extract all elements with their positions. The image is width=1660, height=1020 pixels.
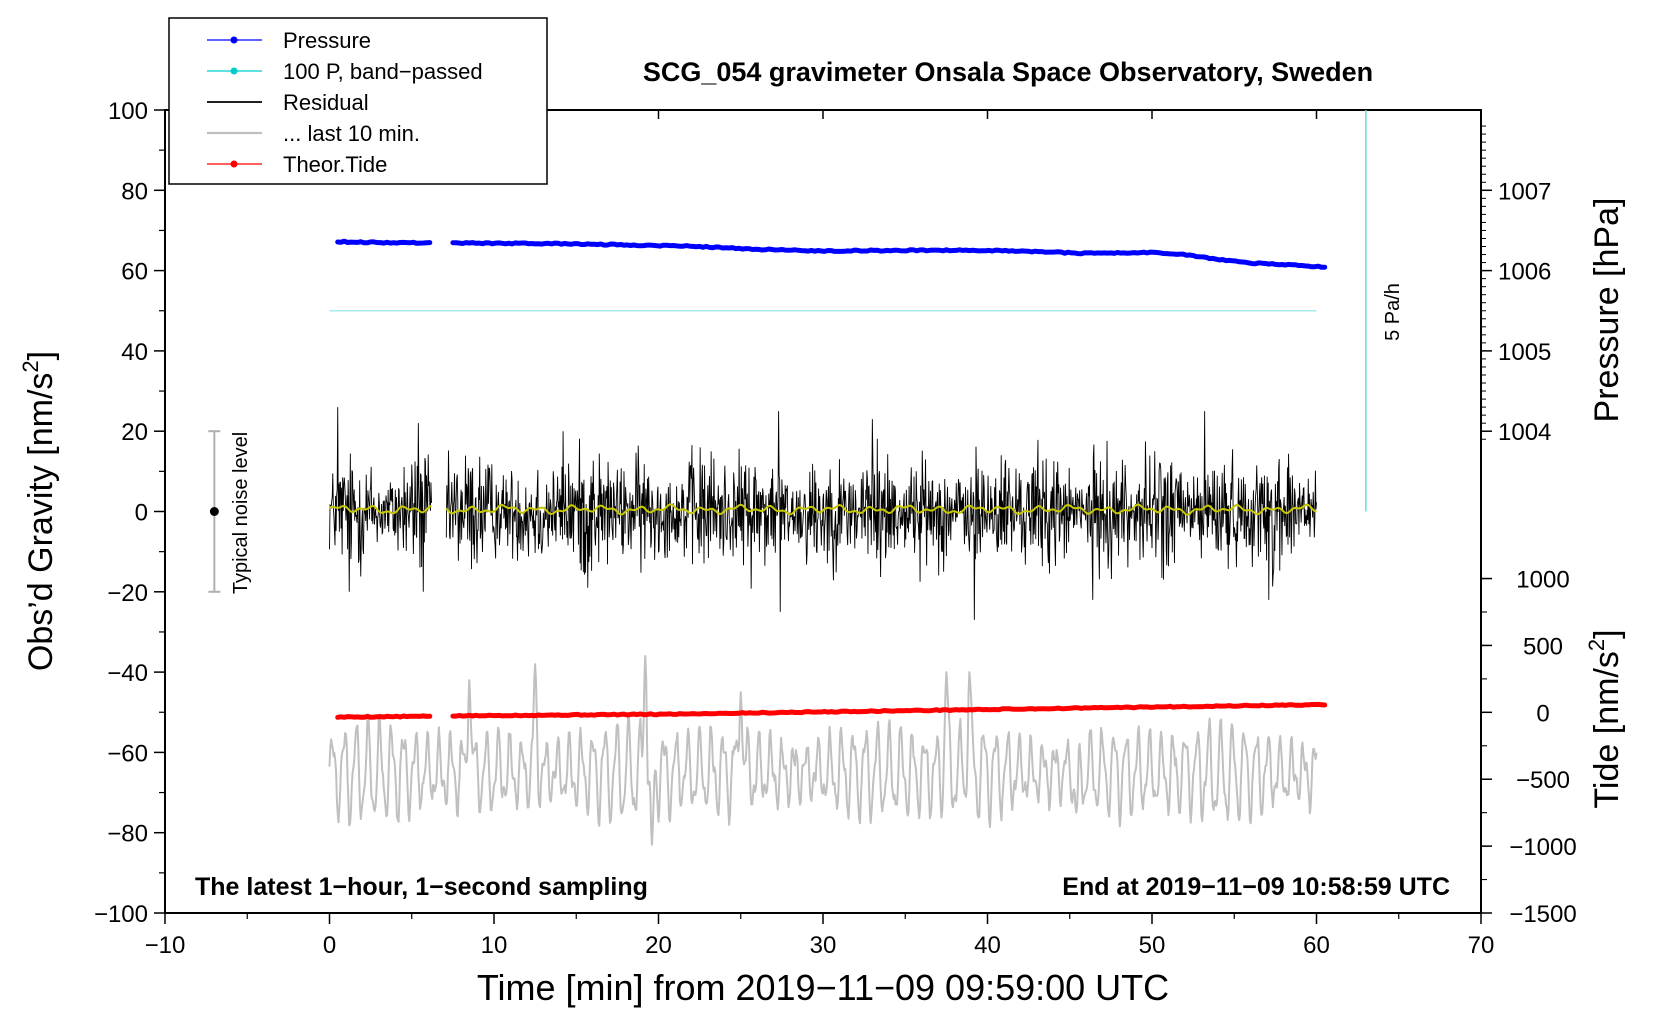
y-tick-label: 60: [121, 259, 148, 286]
legend-label-bandpassed: 100 P, band−passed: [283, 59, 483, 84]
y-tick-label: 20: [121, 419, 148, 446]
pressure-line-2: [450, 240, 1328, 270]
pressure-line-1: [335, 238, 433, 246]
tide-line-2: [450, 701, 1328, 719]
y-tick-label: −20: [107, 580, 148, 607]
y-tick-label: −60: [107, 740, 148, 767]
y-tick-label: −80: [107, 821, 148, 848]
x-tick-label: −10: [145, 932, 186, 959]
pressure-axis-label: Pressure [hPa]: [1588, 198, 1626, 423]
legend-marker-bandpassed: [230, 67, 238, 75]
legend-entry-residual: Residual: [207, 90, 369, 115]
x-tick-label: 30: [810, 932, 837, 959]
plot-frame: [164, 109, 1482, 914]
annotation-end-time: End at 2019−11−09 10:58:59 UTC: [1062, 873, 1450, 901]
noise-bar-center-dot: [209, 507, 219, 516]
y-axis-label-close: ]: [22, 351, 60, 360]
x-tick-label: 60: [1303, 932, 1330, 959]
y-tick-label: −40: [107, 660, 148, 687]
rate-label: 5 Pa/h: [1382, 283, 1404, 341]
x-tick-label: 40: [974, 932, 1001, 959]
tide-tick-label: 1000: [1516, 567, 1569, 594]
noise-level-indicator: Typical noise level: [208, 430, 252, 594]
y-tick-label: 0: [135, 500, 148, 527]
legend-marker-pressure: [230, 36, 238, 44]
legend-box: [168, 17, 548, 185]
y-axis-label-main: Obs’d Gravity [nm/s: [22, 373, 60, 672]
noise-level-label: Typical noise level: [230, 432, 252, 594]
pressure-tick-label: 1004: [1498, 419, 1551, 446]
rate-indicator: 5 Pa/h: [1365, 110, 1404, 512]
tide-tick-label: 500: [1523, 633, 1563, 660]
pressure-tick-label: 1006: [1498, 259, 1551, 286]
pressure-tick-label: 1007: [1498, 178, 1551, 205]
residual-smoothed-1: [328, 504, 432, 515]
tide-axis-label-sup: 2: [1584, 639, 1609, 651]
axes-layer: −10 0 10 20 30 40 50 60 70−100−80−60−40−20020406…: [94, 98, 1577, 959]
tide-tick-label: −500: [1516, 767, 1570, 794]
tide-tick-label: 0: [1536, 700, 1549, 727]
tide-tick-label: −1000: [1509, 834, 1576, 861]
tide-axis-label-close: ]: [1588, 629, 1626, 638]
legend-entry-last10min: ... last 10 min.: [207, 121, 420, 146]
annotation-sampling: The latest 1−hour, 1−second sampling: [195, 873, 648, 901]
residual-smoothed-2: [445, 503, 1317, 516]
chart-title: SCG_054 gravimeter Onsala Space Observat…: [643, 57, 1373, 87]
x-tick-label: 50: [1139, 932, 1166, 959]
tide-axis-label-main: Tide [nm/s: [1588, 651, 1626, 808]
pressure-tick-label: 1005: [1498, 339, 1551, 366]
last-10-min-line: [328, 655, 1318, 846]
x-tick-label: 70: [1468, 932, 1495, 959]
x-tick-label: 10: [481, 932, 508, 959]
legend-entry-tide: Theor.Tide: [207, 152, 387, 177]
legend-label-tide: Theor.Tide: [283, 152, 387, 177]
legend-marker-tide: [230, 160, 238, 168]
y-tick-label: 100: [108, 98, 148, 125]
x-tick-label: 0: [323, 932, 336, 959]
tide-line-1: [335, 713, 433, 720]
y-tick-label: 80: [121, 178, 148, 205]
legend-label-last10min: ... last 10 min.: [283, 121, 420, 146]
series-layer: [328, 238, 1328, 846]
x-tick-label: 20: [645, 932, 672, 959]
legend-entry-bandpassed: 100 P, band−passed: [207, 59, 483, 84]
tide-axis-label: Tide [nm/s2]: [1584, 629, 1626, 808]
y-tick-label: 40: [121, 339, 148, 366]
y-axis-label-sup: 2: [18, 360, 43, 372]
y-tick-label: −100: [94, 901, 148, 928]
tide-tick-label: −1500: [1509, 901, 1576, 928]
residual-line-2: [445, 411, 1317, 620]
legend-entry-pressure: Pressure: [207, 28, 371, 53]
legend-label-pressure: Pressure: [283, 28, 371, 53]
y-axis-label: Obs’d Gravity [nm/s2]: [18, 351, 60, 671]
x-axis-label: Time [min] from 2019−11−09 09:59:00 UTC: [477, 967, 1169, 1008]
legend: Pressure 100 P, band−passed Residual ...…: [168, 17, 548, 185]
legend-label-residual: Residual: [283, 90, 369, 115]
